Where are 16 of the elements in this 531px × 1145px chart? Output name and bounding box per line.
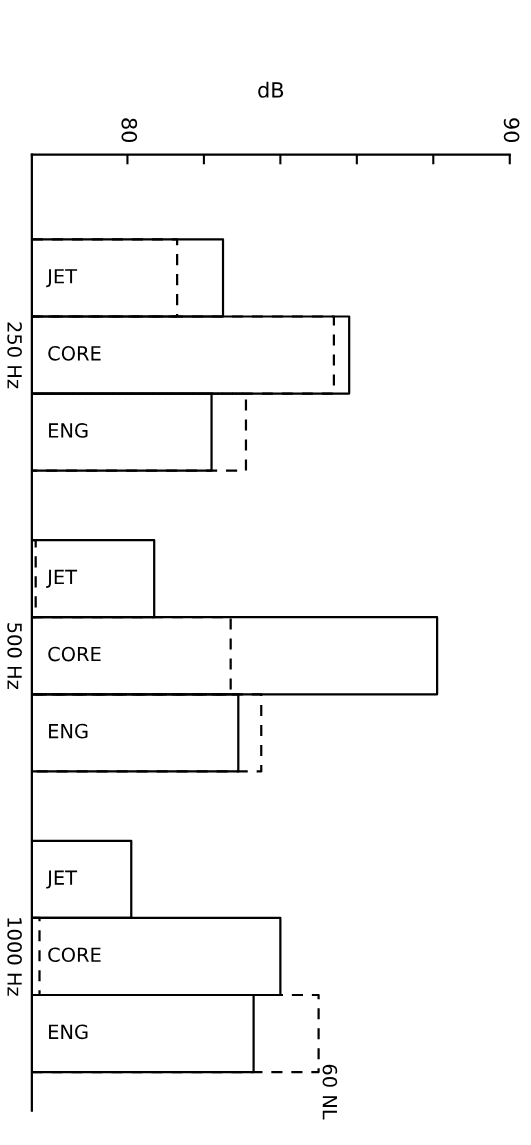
y-tick-label: ENG xyxy=(49,1024,88,1040)
x-axis-title: dB xyxy=(258,81,284,98)
y-tick-label: CORE xyxy=(48,947,101,963)
text: 500 Hz xyxy=(7,623,22,689)
y-tick-label: ENG xyxy=(49,423,88,438)
text: 1000 Hz xyxy=(7,918,22,996)
y-tick-label: JET xyxy=(46,569,78,588)
y-tick-label: JET xyxy=(46,269,78,288)
annotation: 60 NL xyxy=(322,1064,338,1120)
y-tick-label: JET xyxy=(46,870,78,889)
y-tick-label: CORE xyxy=(48,345,101,361)
x-tick-label: 90 xyxy=(503,118,520,143)
y-tick-label: CORE xyxy=(48,646,101,662)
x-tick-label: 80 xyxy=(121,118,138,143)
text: 250 Hz xyxy=(7,322,22,389)
y-tick-label: ENG xyxy=(49,723,88,739)
